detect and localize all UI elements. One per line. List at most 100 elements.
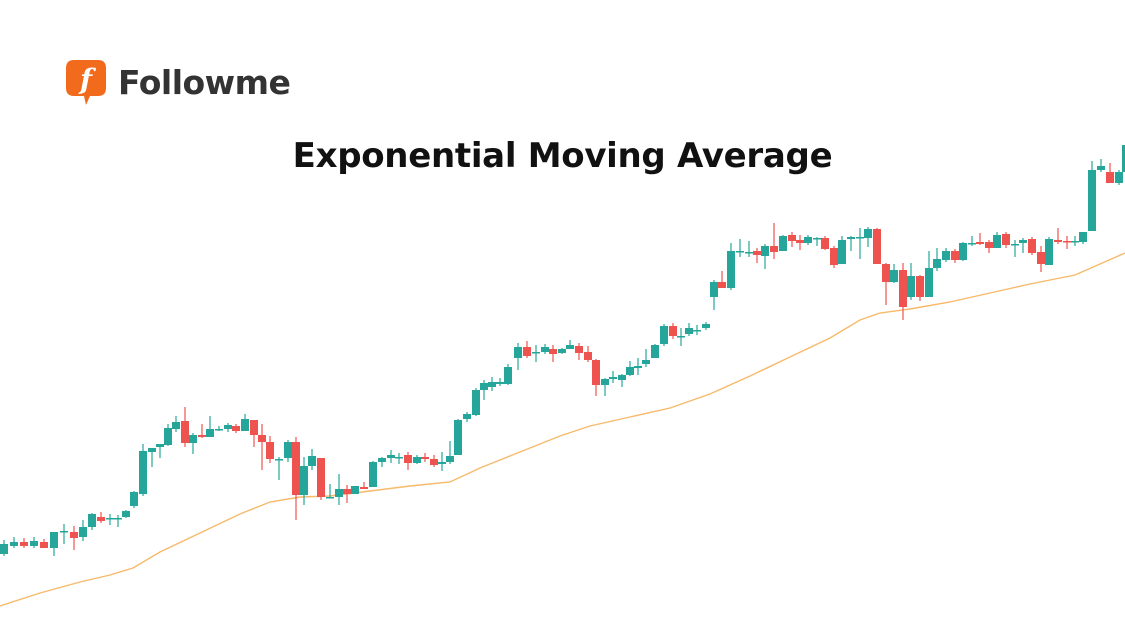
candle [753,248,761,263]
candle-body [959,243,967,260]
candle [258,424,266,470]
candle-body [1088,170,1096,231]
candle-body [642,360,650,364]
candle-body [172,422,180,429]
candle [1115,170,1123,185]
candle [156,444,164,458]
candle-body [933,259,941,268]
candle-body [360,487,368,489]
candle-body [558,349,566,353]
candle-body [575,346,583,353]
candle [284,440,292,462]
candle [976,233,984,245]
candle-body [369,462,377,487]
candle [770,223,778,259]
candle-body [10,542,18,546]
chart-title: Exponential Moving Average [292,136,833,176]
candle [40,539,48,548]
candle-body [736,251,744,253]
candle [50,532,58,556]
candle-body [830,248,838,265]
candle-body [566,345,574,349]
candle [369,461,377,487]
candle-body [626,367,634,375]
candle-body [727,251,735,288]
candle [70,526,78,550]
candle-body [847,237,855,239]
followme-logo: f Followme [64,58,291,106]
candle-body [504,367,512,384]
candle [736,239,744,257]
candle [378,457,386,467]
candle-body [40,542,48,548]
candle [796,235,804,250]
candle [1106,163,1114,183]
candle [172,416,180,432]
candle-body [413,457,421,463]
candle-body [60,531,68,533]
candle [130,491,138,508]
candle [718,271,726,288]
candle [215,426,223,431]
candle-body [284,442,292,458]
candle-body [788,235,796,241]
candle-body [677,336,685,338]
candle [1079,232,1087,244]
candle-body [669,326,677,336]
candle [139,444,147,496]
candle [745,241,753,257]
candle-body [50,532,58,548]
candle-body [335,489,343,497]
candle [504,364,512,385]
candle [454,419,462,455]
candle [959,242,967,261]
candle-body [864,229,872,238]
candle-body [148,448,156,452]
candle [30,537,38,548]
candle [933,248,941,271]
candle [317,458,325,500]
candle-body [951,251,959,260]
candle-body [1106,172,1114,183]
candle-body [873,229,881,264]
candle [821,236,829,250]
candle-body [130,492,138,506]
candle [618,374,626,387]
candle [951,249,959,263]
candle [761,244,769,269]
candle [993,232,1001,248]
candle [985,240,993,253]
candle-body [20,542,28,546]
candle-body [139,451,147,494]
candle-body [463,414,471,419]
candle-body [693,330,701,332]
candle-body [1002,234,1010,245]
candle [523,341,531,358]
candle-body [925,268,933,297]
candle [925,251,933,297]
candle [968,236,976,246]
candle-body [395,457,403,459]
candle-body [1037,252,1045,264]
candle [669,323,677,339]
candle-body [241,419,249,431]
candle [788,232,796,247]
candle [1054,228,1062,244]
candle [20,538,28,548]
candle-body [796,240,804,243]
candle [198,424,206,438]
candle [79,520,87,541]
candle [387,450,395,463]
candle-body [480,383,488,390]
candle [335,474,343,505]
candle [326,484,334,499]
candle [558,348,566,354]
candle-body [1071,241,1079,243]
candle-body [421,457,429,459]
candle-body [308,456,316,466]
candle [463,412,471,422]
candle [601,378,609,396]
candle-body [541,347,549,352]
candle-body [292,442,300,495]
candle [634,358,642,375]
